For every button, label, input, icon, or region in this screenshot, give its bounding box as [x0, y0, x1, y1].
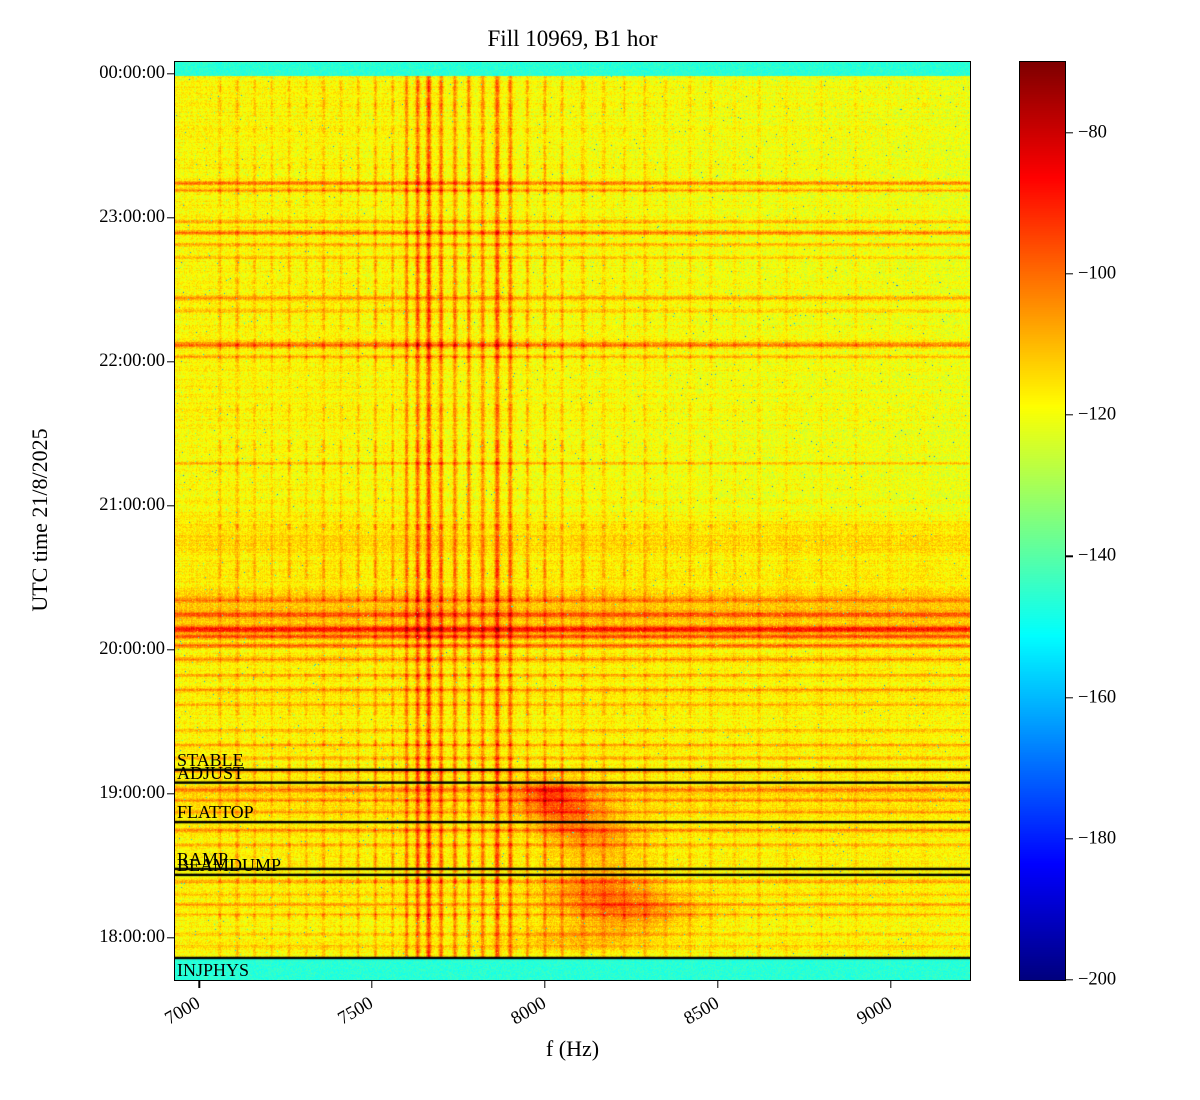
y-tick-label: 20:00:00 [99, 638, 165, 659]
x-axis-label: f (Hz) [545, 1036, 600, 1061]
colorbar-tick-label: −180 [1078, 828, 1117, 849]
x-tick-mark [371, 981, 373, 988]
y-tick-label: 00:00:00 [99, 63, 165, 84]
y-tick-mark [167, 73, 174, 75]
y-tick-label: 21:00:00 [99, 494, 165, 515]
beam-mode-label-injphys: INJPHYS [177, 959, 250, 980]
y-tick-mark [167, 649, 174, 651]
y-tick-mark [167, 793, 174, 795]
y-tick-mark [167, 937, 174, 939]
colorbar-canvas [1020, 62, 1065, 980]
y-tick-label: 23:00:00 [99, 206, 165, 227]
colorbar [1019, 61, 1066, 981]
y-tick-label: 22:00:00 [99, 350, 165, 371]
beam-mode-label-flattop: FLATTOP [177, 802, 254, 823]
x-tick-mark [889, 981, 892, 988]
x-tick-label-text: 7000 [161, 993, 204, 1030]
beam-mode-label-ramp: RAMP [177, 848, 229, 869]
y-tick-label: 18:00:00 [99, 926, 165, 947]
colorbar-tick-label: −80 [1078, 122, 1107, 143]
beam-mode-label-stable: STABLE [177, 749, 244, 770]
colorbar-tick-label: −120 [1078, 404, 1117, 425]
x-tick-mark [544, 981, 546, 988]
colorbar-tick-label: −140 [1078, 545, 1117, 566]
chart-title: Fill 10969, B1 hor [487, 26, 658, 51]
colorbar-tick-mark [1066, 131, 1073, 134]
x-tick-label-text: 8500 [680, 993, 723, 1030]
colorbar-tick-mark [1066, 979, 1073, 981]
colorbar-tick-label: −200 [1078, 969, 1117, 990]
x-tick-label-text: 7500 [334, 993, 377, 1030]
beam-mode-label-adjust: ADJUST [177, 762, 245, 783]
colorbar-tick-mark [1066, 273, 1073, 275]
x-tick-mark [716, 981, 719, 988]
beam-mode-label-beamdump: BEAMDUMP [177, 854, 282, 875]
colorbar-tick-label: −100 [1078, 263, 1117, 284]
x-tick-label-text: 9000 [853, 993, 896, 1030]
y-tick-mark [167, 505, 174, 507]
colorbar-tick-mark [1066, 696, 1073, 699]
x-tick-mark [198, 981, 200, 988]
y-axis-label: UTC time 21/8/2025 [27, 428, 52, 612]
colorbar-tick-mark [1066, 838, 1073, 840]
spectrogram-plot [174, 61, 971, 981]
y-tick-label: 19:00:00 [99, 782, 165, 803]
y-tick-mark [167, 361, 174, 363]
colorbar-tick-mark [1066, 414, 1073, 416]
x-tick-label-text: 8000 [507, 993, 550, 1030]
colorbar-tick-mark [1066, 555, 1073, 557]
y-tick-mark [167, 217, 174, 219]
spectrogram-canvas [175, 62, 970, 980]
colorbar-tick-label: −160 [1078, 687, 1117, 708]
